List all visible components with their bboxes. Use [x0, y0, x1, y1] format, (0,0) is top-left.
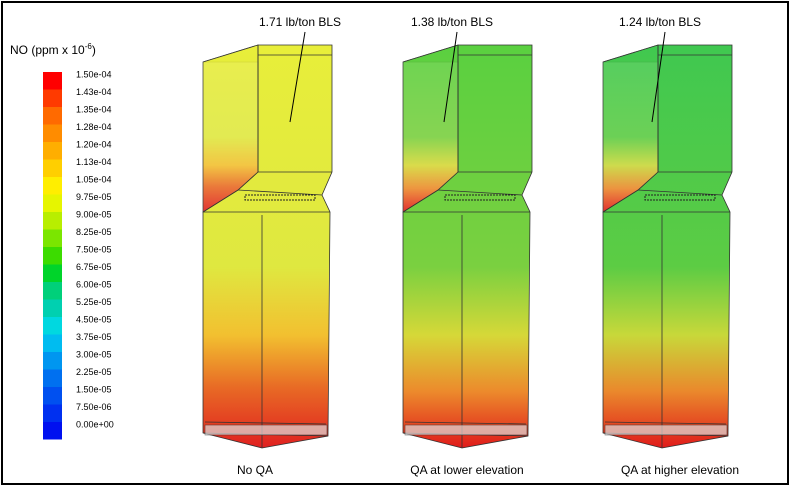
legend-label: 1.05e-04 [76, 174, 112, 184]
annotation: 1.71 lb/ton BLS [259, 15, 341, 29]
legend: 1.50e-04 1.43e-04 1.35e-04 1.28e-04 1.20e-04… [43, 69, 114, 439]
legend-label: 8.25e-05 [76, 227, 112, 237]
legend-label: 1.20e-04 [76, 139, 112, 149]
legend-label: 6.75e-05 [76, 262, 112, 272]
legend-label: 2.25e-05 [76, 367, 112, 377]
legend-label: 3.75e-05 [76, 332, 112, 342]
legend-swatch [43, 72, 62, 90]
legend-label: 5.25e-05 [76, 297, 112, 307]
caption: QA at higher elevation [621, 463, 739, 477]
legend-swatch [43, 107, 62, 125]
legend-swatch [43, 352, 62, 370]
legend-label: 1.43e-04 [76, 87, 112, 97]
legend-swatch [43, 247, 62, 265]
caption: No QA [237, 463, 273, 477]
legend-swatch [43, 142, 62, 160]
legend-swatch [43, 317, 62, 335]
annotation: 1.24 lb/ton BLS [619, 15, 701, 29]
boiler-panel [403, 45, 532, 448]
legend-label: 1.13e-04 [76, 157, 112, 167]
figure: NO (ppm x 10-6) 1.50e-04 1.43e-04 1.35e-04… [0, 0, 791, 487]
legend-label: 3.00e-05 [76, 349, 112, 359]
legend-swatch [43, 195, 62, 213]
legend-swatch [43, 387, 62, 405]
legend-swatch [43, 300, 62, 318]
legend-label: 1.50e-05 [76, 384, 112, 394]
legend-title: NO (ppm x 10-6) [10, 42, 96, 57]
legend-swatch [43, 265, 62, 283]
legend-label: 7.50e-05 [76, 244, 112, 254]
legend-label: 1.35e-04 [76, 104, 112, 114]
legend-swatch [43, 405, 62, 423]
legend-title-text: NO (ppm x 10 [10, 43, 85, 57]
legend-label: 7.50e-06 [76, 402, 112, 412]
legend-swatch [43, 335, 62, 353]
legend-swatch [43, 282, 62, 300]
boiler-hearth [405, 425, 527, 435]
legend-label: 4.50e-05 [76, 314, 112, 324]
legend-label: 1.50e-04 [76, 69, 112, 79]
boiler-panel [603, 45, 732, 448]
legend-title-suffix: ) [92, 43, 96, 57]
legend-swatch [43, 230, 62, 248]
boiler-hearth [205, 425, 327, 435]
legend-label: 6.00e-05 [76, 279, 112, 289]
boiler-panel [203, 45, 332, 448]
boiler-hearth [605, 425, 727, 435]
legend-label: 9.00e-05 [76, 209, 112, 219]
legend-swatch [43, 177, 62, 195]
legend-label: 0.00e+00 [76, 419, 114, 429]
caption: QA at lower elevation [410, 463, 523, 477]
legend-swatch [43, 212, 62, 230]
legend-label: 9.75e-05 [76, 192, 112, 202]
annotation: 1.38 lb/ton BLS [411, 15, 493, 29]
legend-label: 1.28e-04 [76, 122, 112, 132]
legend-swatch [43, 125, 62, 143]
legend-swatch [43, 90, 62, 108]
legend-swatch [43, 422, 62, 440]
panels: 1.71 lb/ton BLS No QA 1.38 lb/ton BLS QA at… [203, 15, 739, 477]
legend-swatch [43, 370, 62, 388]
legend-swatch [43, 160, 62, 178]
